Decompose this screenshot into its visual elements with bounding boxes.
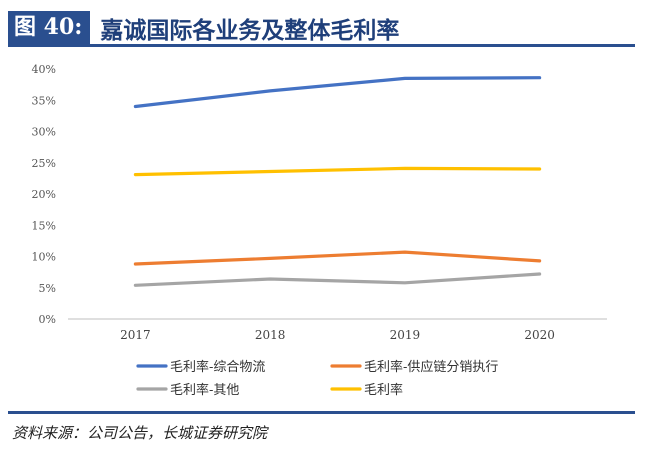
y-tick-label: 10% [32,251,56,264]
x-tick-label: 2017 [120,328,151,342]
figure-number-label: 图 40: [8,11,91,44]
legend-label: 毛利率 [364,382,403,398]
series-line [133,76,542,109]
chart-container: 0% 5% 10% 15% 20% 25% 30% 35% 40% 2017 2018 2019 20… [8,50,635,405]
x-axis: 2017 2018 2019 2020 [68,318,607,342]
figure-header: 图 40: 嘉诚国际各业务及整体毛利率 [8,11,635,47]
series-line [133,272,542,287]
y-tick-label: 30% [32,126,56,139]
y-tick-label: 35% [32,94,56,107]
series-line [133,250,542,266]
figure-title: 嘉诚国际各业务及整体毛利率 [100,16,400,44]
y-tick-label: 5% [39,282,56,295]
x-tick-label: 2020 [524,328,555,342]
legend-label: 毛利率-供应链分销执行 [364,359,498,375]
y-tick-label: 15% [32,219,56,232]
legend-label: 毛利率-其他 [170,382,239,398]
y-tick-label: 0% [39,313,56,326]
y-axis: 0% 5% 10% 15% 20% 25% 30% 35% 40% [32,63,56,326]
series-line [133,166,542,177]
x-tick-label: 2019 [390,328,421,342]
y-tick-label: 20% [32,188,56,201]
y-tick-label: 25% [32,157,56,170]
x-tick-label: 2018 [255,328,286,342]
source-note: 资料来源：公司公告，长城证券研究院 [12,424,268,442]
legend-label: 毛利率-综合物流 [170,359,265,375]
source-divider [8,411,635,414]
series-lines [133,76,542,287]
y-tick-label: 40% [32,63,56,76]
line-chart: 0%5%10%15%20%25%30%35%40% 2017 2018 2019 20… [32,63,607,398]
